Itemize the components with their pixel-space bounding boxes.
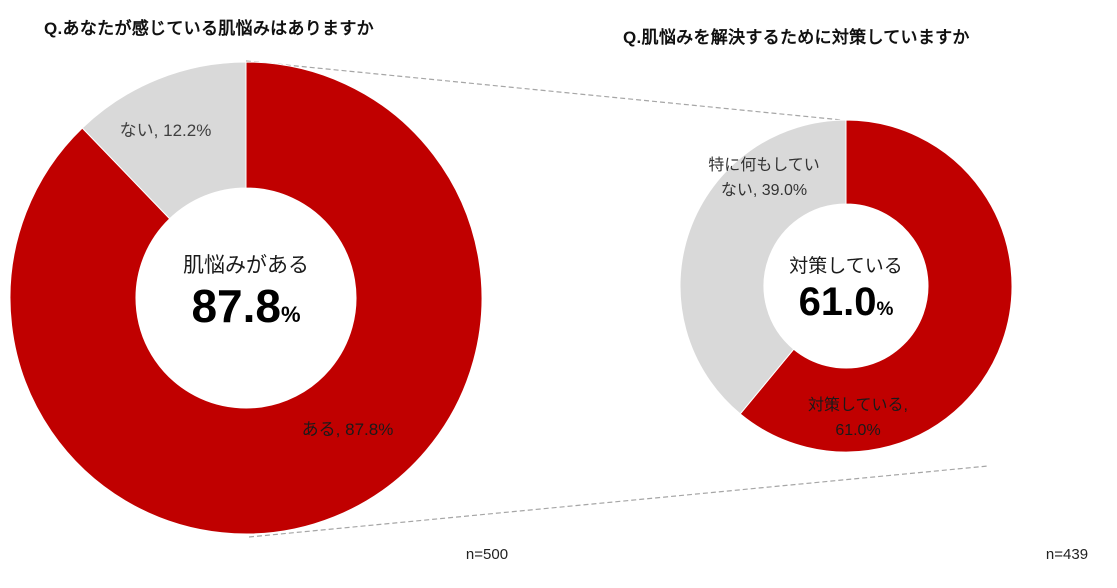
donut-slice-ない bbox=[81, 61, 247, 220]
donut-slice-特に何もしていない bbox=[679, 119, 847, 415]
connector-line-top bbox=[245, 60, 843, 121]
left-donut-chart bbox=[9, 61, 483, 535]
donut-slice-対策している bbox=[739, 119, 1013, 453]
donut-slice-ある bbox=[9, 61, 483, 535]
right-sample-size: n=439 bbox=[1045, 546, 1089, 563]
right-chart-title: Q.肌悩みを解決するために対策していますか bbox=[623, 28, 970, 47]
right-donut-chart bbox=[679, 119, 1013, 453]
connector-line-bottom bbox=[248, 465, 989, 538]
left-sample-size: n=500 bbox=[465, 546, 509, 563]
left-chart-title: Q.あなたが感じている肌悩みはありますか bbox=[44, 19, 374, 38]
